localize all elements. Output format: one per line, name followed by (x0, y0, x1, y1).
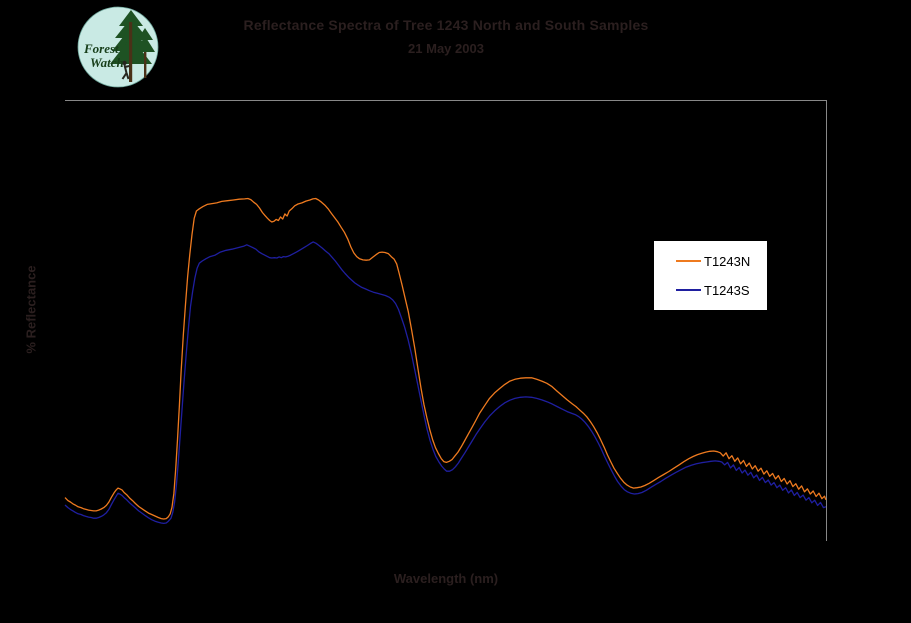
chart-title: Reflectance Spectra of Tree 1243 North a… (65, 0, 827, 56)
series-line-t1243n (64, 197, 827, 520)
legend: T1243N T1243S (653, 240, 768, 311)
series-line-t1243s (64, 241, 827, 525)
x-axis-label: Wavelength (nm) (393, 571, 499, 586)
logo-text-watch: Watch (90, 55, 124, 70)
forest-watch-logo: Forest Watch (77, 6, 159, 88)
legend-line-sample-t1243n (676, 260, 701, 262)
logo-text-forest: Forest (83, 41, 119, 56)
pine-tree-icon (110, 10, 155, 82)
chart-title-line1: Reflectance Spectra of Tree 1243 North a… (243, 17, 649, 33)
legend-entry-t1243n: T1243N (654, 251, 767, 271)
series-lines (64, 197, 827, 525)
legend-label-t1243s: T1243S (704, 282, 750, 298)
legend-line-sample-t1243s (676, 289, 701, 291)
chart-title-line2: 21 May 2003 (408, 41, 484, 56)
legend-entry-t1243s: T1243S (654, 280, 767, 300)
y-axis-label: % Reflectance (23, 265, 39, 354)
legend-label-t1243n: T1243N (704, 253, 751, 269)
climber-figure-icon (121, 60, 130, 80)
